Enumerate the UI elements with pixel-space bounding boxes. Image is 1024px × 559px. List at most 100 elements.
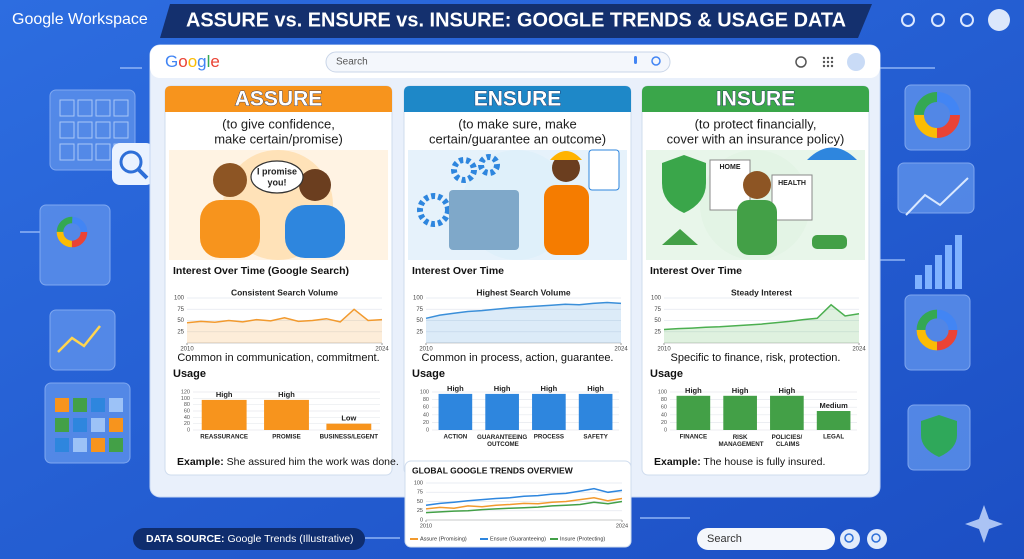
decoration xyxy=(59,99,75,117)
decoration xyxy=(113,99,129,117)
decoration xyxy=(56,216,88,248)
example-label: Example: xyxy=(177,456,224,468)
line xyxy=(663,303,860,331)
decoration xyxy=(897,162,975,214)
decoration xyxy=(136,167,149,180)
logo: Google xyxy=(165,52,220,71)
y-tick-label: 40 xyxy=(423,412,429,418)
panel-header xyxy=(165,86,392,112)
panel-title: ASSURE xyxy=(235,88,323,111)
x-tick-label: FINANCE xyxy=(680,434,708,441)
example: Example: She assured him the work was do… xyxy=(177,456,399,468)
illustration-text: HEALTH xyxy=(778,180,806,187)
chart-title: Usage xyxy=(412,368,445,380)
search-box[interactable] xyxy=(697,528,835,550)
y-tick-label: 60 xyxy=(661,405,667,411)
decoration xyxy=(925,265,932,289)
decoration xyxy=(299,169,331,201)
data-source-label: DATA SOURCE: xyxy=(146,533,225,545)
y-tick-label: 100 xyxy=(413,296,424,302)
decoration xyxy=(904,294,971,371)
legend-label: Assure (Promising) xyxy=(420,536,467,542)
x-tick-label: POLICIES/ CLAIMS xyxy=(772,434,803,448)
value-label: High xyxy=(587,384,604,393)
decoration xyxy=(914,92,960,138)
data-source-text: Google Trends (Illustrative) xyxy=(227,533,353,545)
example: Example: The house is fully insured. xyxy=(654,456,825,468)
decoration xyxy=(55,418,69,432)
x-tick-label: 2024 xyxy=(375,347,389,353)
decoration xyxy=(285,205,345,258)
decoration xyxy=(95,99,111,117)
definition: (to protect financially, xyxy=(695,116,817,131)
y-tick-label: 75 xyxy=(416,307,423,313)
bar xyxy=(264,399,309,430)
y-tick-label: 100 xyxy=(651,296,662,302)
decoration xyxy=(822,64,826,68)
y-tick-label: 0 xyxy=(187,427,190,433)
y-tick-label: 25 xyxy=(177,329,184,335)
bar xyxy=(578,393,613,430)
y-tick-label: 40 xyxy=(184,415,190,421)
illustration-text: I promise xyxy=(257,166,297,176)
x-tick-label: 2010 xyxy=(420,523,432,529)
y-tick-label: 100 xyxy=(174,296,185,302)
decoration xyxy=(451,157,477,183)
y-tick-label: 100 xyxy=(181,396,190,402)
decoration xyxy=(826,64,830,68)
decoration xyxy=(822,56,826,60)
chart-title: Usage xyxy=(173,368,206,380)
x-tick-label: PROCESS xyxy=(534,434,564,441)
decoration xyxy=(55,398,69,412)
decoration xyxy=(325,51,671,73)
bar xyxy=(201,399,247,430)
decoration xyxy=(588,149,620,191)
decoration xyxy=(55,438,69,452)
decoration xyxy=(109,418,123,432)
panel-title: INSURE xyxy=(716,88,795,111)
decoration xyxy=(478,154,500,176)
line xyxy=(186,308,383,324)
search-placeholder: Search xyxy=(336,57,368,68)
decoration xyxy=(945,245,952,289)
decoration xyxy=(119,150,143,174)
area xyxy=(187,309,382,343)
brand: Google Workspace xyxy=(12,11,148,28)
panel-header xyxy=(404,86,631,112)
decoration xyxy=(73,398,87,412)
value-label: High xyxy=(732,386,749,395)
definition: (to make sure, make xyxy=(458,116,577,131)
legend-label: Insure (Protecting) xyxy=(560,536,605,542)
decoration xyxy=(914,92,960,138)
decoration xyxy=(77,99,93,117)
decoration xyxy=(867,529,887,549)
value-label: High xyxy=(278,390,295,399)
decoration xyxy=(914,92,960,138)
legend-label: Ensure (Guaranteeing) xyxy=(490,536,546,542)
y-tick-label: 0 xyxy=(420,517,423,523)
y-tick-label: 20 xyxy=(184,421,190,427)
value-label: High xyxy=(541,384,558,393)
decoration xyxy=(77,121,93,139)
line xyxy=(425,301,622,320)
y-tick-label: 25 xyxy=(417,508,423,514)
decoration xyxy=(544,185,589,255)
decoration xyxy=(931,13,945,27)
decoration xyxy=(95,121,111,139)
x-tick-label: 2010 xyxy=(180,347,194,353)
decoration xyxy=(840,529,860,549)
y-tick-label: 0 xyxy=(426,427,429,433)
y-tick-label: 80 xyxy=(184,402,190,408)
decoration xyxy=(662,155,706,213)
line xyxy=(425,500,623,514)
decoration xyxy=(56,216,88,248)
chart-title: Usage xyxy=(650,368,683,380)
decoration xyxy=(109,398,123,412)
decoration xyxy=(916,309,958,351)
decoration xyxy=(213,163,247,197)
decoration xyxy=(113,121,129,139)
decoration xyxy=(871,533,881,543)
decoration xyxy=(960,13,974,27)
